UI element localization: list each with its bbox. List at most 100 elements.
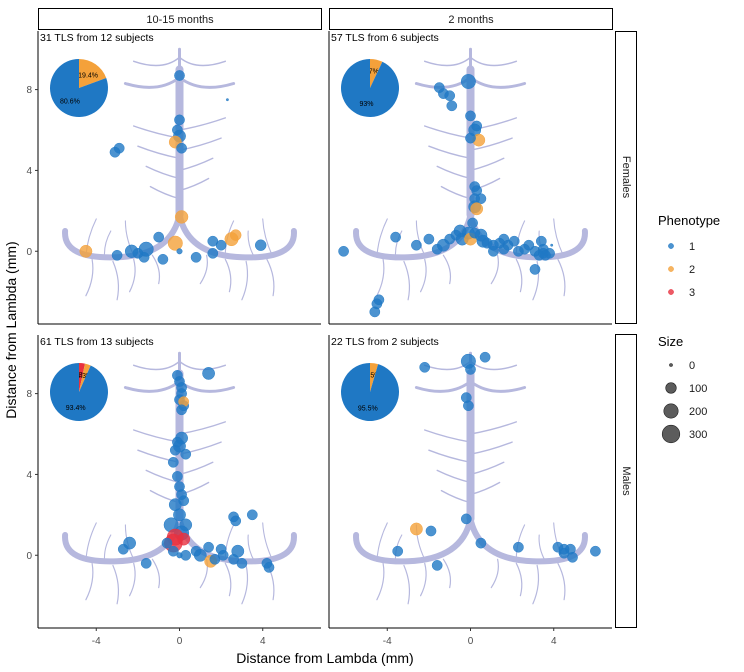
pie-slice-phenotype-2 bbox=[79, 363, 91, 392]
skull-suture-illustration bbox=[353, 47, 588, 301]
legend-size-key bbox=[669, 363, 673, 367]
legend-phenotype-label: 3 bbox=[689, 287, 695, 299]
x-tick-label: 0 bbox=[468, 636, 474, 647]
scatter-points bbox=[392, 351, 601, 571]
tls-point-phenotype-1 bbox=[246, 509, 258, 521]
tls-point-phenotype-1 bbox=[425, 525, 437, 537]
tls-point-phenotype-1 bbox=[231, 544, 245, 558]
pie-slice-label: 3.3% bbox=[73, 372, 89, 379]
tls-point-phenotype-1 bbox=[254, 239, 267, 251]
tls-point-phenotype-1 bbox=[167, 545, 179, 557]
legend-phenotype-key bbox=[668, 266, 674, 272]
y-axis-row-0: 0 4 8 bbox=[26, 85, 38, 258]
y-tick-label: 0 bbox=[26, 551, 32, 562]
tls-point-phenotype-1 bbox=[567, 551, 578, 563]
tls-point-phenotype-1 bbox=[479, 351, 491, 363]
tls-point-phenotype-1 bbox=[550, 243, 554, 247]
tls-point-phenotype-1 bbox=[460, 74, 476, 89]
pie-slice-phenotype-2 bbox=[370, 362, 379, 392]
x-tick-label: 4 bbox=[260, 636, 266, 647]
scatter-points bbox=[79, 70, 267, 265]
tls-point-phenotype-1 bbox=[236, 557, 248, 569]
tls-point-phenotype-1 bbox=[369, 306, 381, 318]
strip-label-col-1: 2 months bbox=[448, 14, 494, 26]
tls-point-phenotype-1 bbox=[167, 456, 179, 468]
legend-phenotype-title: Phenotype bbox=[658, 213, 720, 228]
tls-point-phenotype-1 bbox=[176, 142, 187, 154]
tls-point-phenotype-1 bbox=[423, 233, 435, 245]
y-axis-title: Distance from Lambda (mm) bbox=[3, 241, 19, 418]
scatter-points bbox=[338, 74, 555, 318]
tls-point-phenotype-1 bbox=[446, 100, 458, 112]
x-tick-label: 0 bbox=[177, 636, 183, 647]
pie-slice-phenotype-2 bbox=[370, 59, 383, 88]
panel-count-label: 22 TLS from 2 subjects bbox=[331, 336, 439, 348]
tls-point-phenotype-1 bbox=[558, 551, 562, 555]
tls-point-phenotype-1 bbox=[513, 541, 524, 553]
legend-phenotype-label: 1 bbox=[689, 241, 695, 253]
tls-point-phenotype-1 bbox=[190, 251, 202, 263]
tls-point-phenotype-2 bbox=[174, 210, 189, 224]
pie-slice-phenotype-1 bbox=[49, 363, 108, 421]
tls-point-phenotype-1 bbox=[444, 90, 456, 102]
x-tick-label: -4 bbox=[92, 636, 101, 647]
tls-point-phenotype-1 bbox=[138, 251, 150, 263]
tls-point-phenotype-1 bbox=[217, 549, 229, 561]
tls-point-phenotype-1 bbox=[465, 364, 476, 375]
panel-count-label: 57 TLS from 6 subjects bbox=[331, 32, 439, 44]
pie-slice-label: 19.4% bbox=[78, 72, 98, 79]
panel-count-label: 31 TLS from 12 subjects bbox=[40, 32, 154, 44]
strip-top-col-0: 10-15 months bbox=[38, 8, 322, 30]
tls-point-phenotype-1 bbox=[109, 146, 121, 158]
pie-slice-label: 93.4% bbox=[66, 405, 86, 412]
pie-slice-phenotype-2 bbox=[79, 59, 107, 88]
tls-point-phenotype-1 bbox=[174, 114, 185, 126]
tls-point-phenotype-1 bbox=[230, 515, 242, 527]
x-axis-col-0: -4 0 4 bbox=[92, 628, 266, 647]
legend-size-key bbox=[661, 424, 681, 444]
tls-point-phenotype-1 bbox=[488, 245, 499, 257]
tls-point-phenotype-1 bbox=[465, 110, 476, 122]
tls-point-phenotype-1 bbox=[111, 249, 123, 261]
tls-point-phenotype-2 bbox=[470, 202, 484, 216]
legend-size-label: 200 bbox=[689, 406, 707, 418]
panel-males-2-months: 22 TLS from 2 subjects 4.5% 95.5% bbox=[328, 335, 612, 629]
tls-point-phenotype-1 bbox=[261, 557, 273, 569]
pie-slice-label: 4.5% bbox=[365, 372, 381, 379]
x-tick-label: 4 bbox=[551, 636, 557, 647]
pie-slice-phenotype-1 bbox=[49, 59, 108, 117]
tls-point-phenotype-2 bbox=[229, 229, 242, 241]
tls-point-phenotype-1 bbox=[176, 552, 183, 559]
tls-point-phenotype-1 bbox=[475, 537, 487, 549]
tls-point-phenotype-1 bbox=[153, 231, 165, 243]
x-axis-title: Distance from Lambda (mm) bbox=[236, 650, 413, 666]
tls-point-phenotype-1 bbox=[161, 537, 173, 549]
tls-point-phenotype-1 bbox=[176, 404, 187, 416]
tls-point-phenotype-1 bbox=[174, 70, 185, 81]
tls-point-phenotype-1 bbox=[463, 400, 474, 412]
tls-point-phenotype-1 bbox=[140, 557, 152, 569]
tls-point-phenotype-1 bbox=[460, 513, 472, 525]
tls-point-phenotype-1 bbox=[431, 560, 443, 571]
tls-point-phenotype-1 bbox=[390, 231, 401, 243]
pie-slice-phenotype-1 bbox=[341, 363, 400, 421]
tls-point-phenotype-1 bbox=[207, 247, 219, 259]
tls-point-phenotype-1 bbox=[465, 132, 476, 144]
strip-right-row-1: Males bbox=[615, 334, 637, 628]
legend: Phenotype 1 2 3 Size 0 100 200 300 bbox=[658, 213, 720, 444]
phenotype-pie-chart: 4.5% 95.5% bbox=[341, 362, 400, 421]
tls-point-phenotype-2 bbox=[410, 522, 423, 536]
legend-phenotype-key bbox=[668, 243, 674, 249]
tls-point-phenotype-1 bbox=[157, 253, 169, 265]
tls-point-phenotype-1 bbox=[176, 248, 183, 255]
legend-size-label: 0 bbox=[689, 360, 695, 372]
tls-point-phenotype-2 bbox=[167, 235, 183, 251]
tls-point-phenotype-2 bbox=[79, 244, 93, 258]
y-axis-row-1: 0 4 8 bbox=[26, 389, 38, 562]
tls-point-phenotype-1 bbox=[411, 239, 422, 251]
strip-top-col-1: 2 months bbox=[329, 8, 613, 30]
tls-point-phenotype-1 bbox=[419, 361, 431, 373]
pie-slice-phenotype-1 bbox=[341, 59, 400, 117]
tls-point-phenotype-1 bbox=[180, 448, 192, 460]
